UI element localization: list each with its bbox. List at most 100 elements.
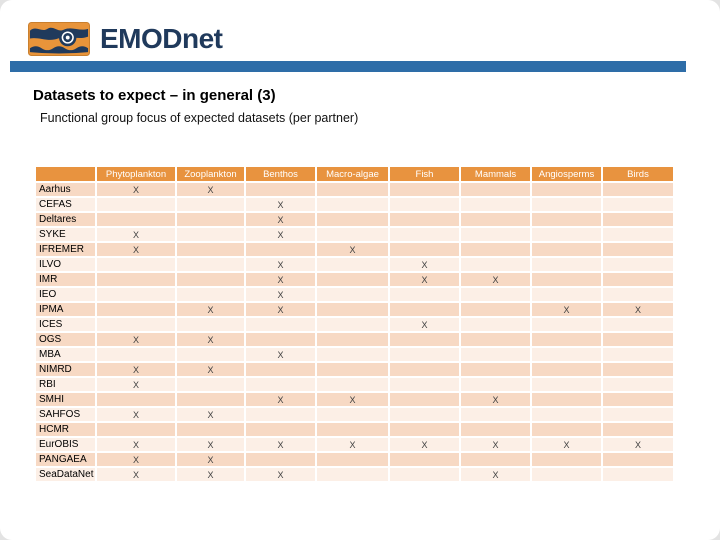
mark-cell: X <box>97 333 175 346</box>
empty-cell <box>603 318 673 331</box>
row-label: SYKE <box>36 228 95 241</box>
empty-cell <box>603 183 673 196</box>
mark-cell: X <box>246 273 315 286</box>
empty-cell <box>603 228 673 241</box>
table-row: SAHFOS X X <box>36 408 673 421</box>
empty-cell <box>317 453 388 466</box>
table-row: ICES X <box>36 318 673 331</box>
empty-cell <box>603 423 673 436</box>
mark-cell: X <box>246 348 315 361</box>
column-header: Macro-algae <box>317 167 388 181</box>
mark-cell: X <box>603 303 673 316</box>
empty-cell <box>461 288 530 301</box>
mark-cell: X <box>461 438 530 451</box>
mark-cell: X <box>461 468 530 481</box>
mark-cell: X <box>246 438 315 451</box>
empty-cell <box>317 198 388 211</box>
corner-header-cell <box>36 167 95 181</box>
row-label: IMR <box>36 273 95 286</box>
empty-cell <box>461 303 530 316</box>
empty-cell <box>97 288 175 301</box>
table-row: CEFAS X <box>36 198 673 211</box>
row-label: OGS <box>36 333 95 346</box>
empty-cell <box>461 453 530 466</box>
empty-cell <box>246 318 315 331</box>
empty-cell <box>390 408 459 421</box>
column-header: Mammals <box>461 167 530 181</box>
empty-cell <box>317 228 388 241</box>
table-row: IEO X <box>36 288 673 301</box>
mark-cell: X <box>246 198 315 211</box>
mark-cell: X <box>177 453 244 466</box>
datasets-table-wrap: Phytoplankton Zooplankton Benthos Macro-alg… <box>34 165 675 483</box>
mark-cell: X <box>246 303 315 316</box>
table-row: IPMA X X X X <box>36 303 673 316</box>
row-label: PANGAEA <box>36 453 95 466</box>
mark-cell: X <box>177 468 244 481</box>
empty-cell <box>390 423 459 436</box>
empty-cell <box>317 303 388 316</box>
empty-cell <box>532 333 601 346</box>
row-label: CEFAS <box>36 198 95 211</box>
empty-cell <box>532 408 601 421</box>
mark-cell: X <box>177 408 244 421</box>
empty-cell <box>177 228 244 241</box>
empty-cell <box>532 468 601 481</box>
empty-cell <box>461 318 530 331</box>
mark-cell: X <box>97 468 175 481</box>
mark-cell: X <box>177 438 244 451</box>
empty-cell <box>177 198 244 211</box>
empty-cell <box>461 333 530 346</box>
row-label: ICES <box>36 318 95 331</box>
row-label: IFREMER <box>36 243 95 256</box>
empty-cell <box>390 468 459 481</box>
mark-cell: X <box>317 438 388 451</box>
empty-cell <box>246 363 315 376</box>
mark-cell: X <box>177 183 244 196</box>
mark-cell: X <box>461 393 530 406</box>
table-row: Aarhus X X <box>36 183 673 196</box>
empty-cell <box>603 393 673 406</box>
mark-cell: X <box>246 288 315 301</box>
empty-cell <box>97 348 175 361</box>
mark-cell: X <box>317 243 388 256</box>
empty-cell <box>532 243 601 256</box>
empty-cell <box>532 273 601 286</box>
column-header: Benthos <box>246 167 315 181</box>
empty-cell <box>461 348 530 361</box>
empty-cell <box>177 393 244 406</box>
empty-cell <box>603 273 673 286</box>
empty-cell <box>461 423 530 436</box>
row-label: Aarhus <box>36 183 95 196</box>
empty-cell <box>177 318 244 331</box>
empty-cell <box>603 378 673 391</box>
empty-cell <box>532 288 601 301</box>
row-label: EurOBIS <box>36 438 95 451</box>
mark-cell: X <box>97 408 175 421</box>
empty-cell <box>97 258 175 271</box>
column-header: Birds <box>603 167 673 181</box>
empty-cell <box>532 378 601 391</box>
row-label: RBI <box>36 378 95 391</box>
mark-cell: X <box>97 453 175 466</box>
mark-cell: X <box>532 438 601 451</box>
empty-cell <box>317 318 388 331</box>
empty-cell <box>461 258 530 271</box>
empty-cell <box>177 273 244 286</box>
mark-cell: X <box>97 228 175 241</box>
page-title: Datasets to expect – in general (3) <box>33 87 276 104</box>
row-label: IPMA <box>36 303 95 316</box>
empty-cell <box>317 213 388 226</box>
empty-cell <box>603 213 673 226</box>
empty-cell <box>461 378 530 391</box>
table-row: NIMRD X X <box>36 363 673 376</box>
empty-cell <box>317 333 388 346</box>
empty-cell <box>603 363 673 376</box>
emodnet-logo: EMODnet <box>28 22 223 56</box>
row-label: SAHFOS <box>36 408 95 421</box>
table-row: PANGAEA X X <box>36 453 673 466</box>
mark-cell: X <box>390 258 459 271</box>
empty-cell <box>461 228 530 241</box>
mark-cell: X <box>461 273 530 286</box>
